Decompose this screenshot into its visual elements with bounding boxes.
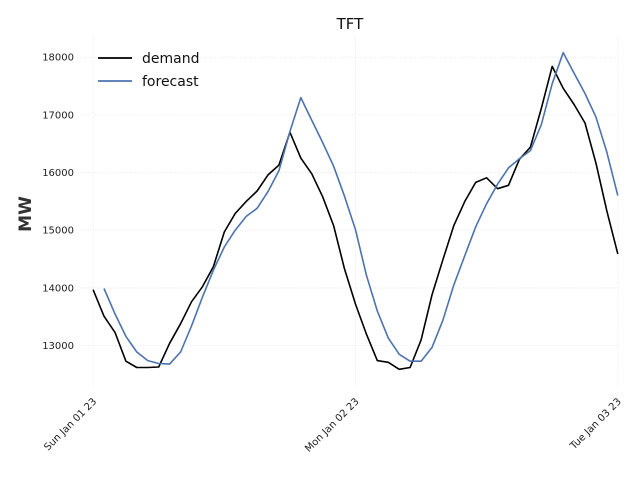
x-tick-labels: Sun Jan 01 23 Mon Jan 02 23 Tue Jan 03 23 [42, 396, 624, 454]
x-tick-label: Mon Jan 02 23 [303, 396, 361, 454]
series-line-forecast [103, 51, 619, 365]
legend: demand forecast [98, 51, 199, 90]
y-tick-label: 13000 [42, 341, 74, 352]
y-tick-label: 17000 [42, 110, 74, 121]
legend-label-forecast: forecast [142, 74, 199, 90]
y-tick-label: 15000 [42, 226, 74, 237]
grid-lines [80, 37, 620, 386]
series-line-demand [92, 65, 619, 371]
chart-title: TFT [336, 15, 365, 33]
x-tick-label: Tue Jan 03 23 [568, 396, 624, 452]
y-tick-label: 14000 [42, 283, 74, 294]
y-tick-labels: 13000 14000 15000 16000 17000 18000 [42, 53, 74, 352]
y-tick-label: 18000 [42, 53, 74, 64]
y-tick-label: 16000 [42, 168, 74, 179]
legend-label-demand: demand [142, 51, 199, 67]
y-axis-label: MW [16, 196, 36, 232]
x-tick-label: Sun Jan 01 23 [42, 396, 99, 453]
series-lines [92, 51, 619, 371]
